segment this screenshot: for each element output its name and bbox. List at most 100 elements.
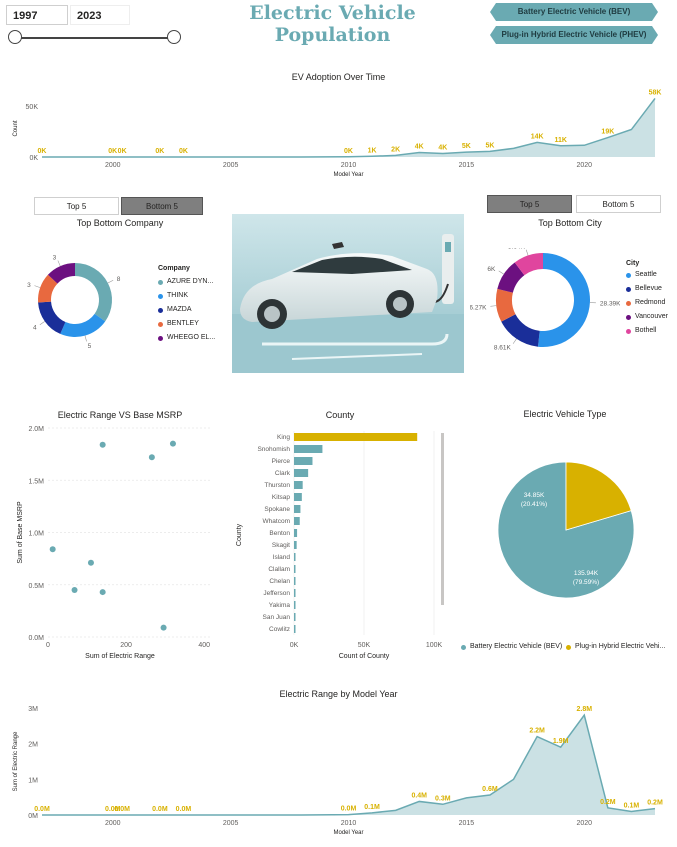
slice-label: 8.61K — [494, 345, 512, 352]
year-slider-start-handle[interactable] — [8, 30, 22, 44]
bev-legend-dot — [461, 644, 466, 650]
legend-label: Redmond — [635, 299, 666, 306]
legend-label: AZURE DYN... — [167, 278, 214, 285]
legend-label: MAZDA — [167, 306, 192, 313]
x-axis-title: Count of County — [339, 653, 390, 660]
company-bottom5-toggle[interactable]: Bottom 5 — [121, 197, 203, 215]
bev-filter-button[interactable]: Battery Electric Vehicle (BEV) — [490, 3, 658, 21]
legend-label: WHEEGO EL... — [167, 334, 216, 341]
county-bar — [294, 517, 300, 525]
scatter-point — [71, 586, 78, 593]
county-bar — [294, 469, 309, 477]
area-fill — [42, 715, 655, 815]
end-year-field[interactable]: 2023 — [70, 5, 130, 25]
year-slider-end-handle[interactable] — [167, 30, 181, 44]
bev-legend-label: Battery Electric Vehicle (BEV) — [470, 643, 563, 650]
legend-item: Vancouver — [626, 312, 668, 322]
category-label: Cowlitz — [269, 626, 290, 633]
legend-label: Vancouver — [635, 313, 668, 320]
donut-slice — [38, 274, 58, 303]
legend-dot — [158, 335, 163, 341]
data-label: 0K — [179, 148, 188, 155]
donut-slice — [75, 263, 112, 322]
year-slider-track[interactable] — [14, 37, 174, 39]
legend-label: THINK — [167, 292, 188, 299]
scatter-point — [99, 589, 106, 596]
scatter-point — [49, 546, 56, 553]
data-label: 1.9M — [553, 738, 569, 745]
city-top5-toggle[interactable]: Top 5 — [487, 195, 572, 213]
data-label: 0.2M — [647, 800, 663, 807]
slice-label: 28.39K — [600, 301, 620, 308]
scatter-point — [169, 440, 176, 447]
category-label: Snohomish — [257, 446, 290, 453]
adoption-chart-title: EV Adoption Over Time — [291, 72, 386, 82]
data-label: 0K — [155, 148, 164, 155]
leader-line — [57, 260, 61, 267]
x-tick-label: 2005 — [223, 820, 239, 827]
category-label: Whatcom — [263, 518, 290, 525]
phev-legend-label: Plug-in Hybrid Electric Vehi... — [575, 643, 666, 650]
y-tick-label: 1.5M — [28, 478, 44, 485]
slice-percent-label: (79.59%) — [573, 579, 599, 586]
bev-button-shape — [490, 3, 658, 21]
leader-line — [525, 249, 529, 256]
legend-dot — [626, 272, 631, 278]
city-bottom5-toggle[interactable]: Bottom 5 — [576, 195, 661, 213]
x-tick-label: 2020 — [576, 162, 592, 169]
slice-percent-label: (20.41%) — [521, 501, 547, 508]
county-bar — [294, 541, 297, 549]
y-tick-label: 0K — [29, 155, 38, 162]
x-tick-label: 50K — [358, 642, 371, 649]
county-chart-title: County — [325, 410, 355, 420]
legend-item: MAZDA — [158, 305, 192, 315]
legend-item: BENTLEY — [158, 319, 199, 329]
legend-item: THINK — [158, 291, 188, 301]
data-label: 2.2M — [529, 728, 545, 735]
y-tick-label: 0.5M — [28, 583, 44, 590]
company-top5-toggle[interactable]: Top 5 — [34, 197, 119, 215]
data-label: 0K — [38, 148, 47, 155]
data-label: 0K — [118, 148, 127, 155]
data-label: 0.0M — [114, 806, 130, 813]
donut-slice — [501, 314, 540, 347]
data-label: 0.4M — [411, 792, 427, 799]
category-label: King — [277, 434, 290, 441]
county-bar — [294, 457, 313, 465]
data-label: 4K — [415, 144, 424, 151]
phev-filter-button[interactable]: Plug-in Hybrid Electric Vehicle (PHEV) — [490, 26, 658, 44]
county-bar-chart: 0K 50K 100K King Snohomish Pierce Clark Thursto… — [236, 431, 444, 660]
phev-button-label: Plug-in Hybrid Electric Vehicle (PHEV) — [501, 30, 647, 39]
data-label: 14K — [531, 133, 544, 140]
y-tick-label: 2.0M — [28, 426, 44, 433]
legend-dot — [158, 321, 163, 327]
x-tick-label: 2015 — [459, 820, 475, 827]
legend-item: WHEEGO EL... — [158, 333, 215, 343]
scatter-chart-title: Electric Range VS Base MSRP — [57, 410, 183, 420]
range-msrp-scatter-chart: 0.0M 0.5M 1.0M 1.5M 2.0M 0 200 400 Sum of Electr… — [17, 426, 212, 660]
scatter-point — [160, 624, 167, 631]
phev-button-shape — [490, 26, 658, 44]
start-year-field[interactable]: 1997 — [6, 5, 68, 25]
county-bar — [294, 433, 418, 441]
y-axis-title: Count — [13, 120, 19, 136]
legend-dot — [158, 307, 163, 313]
x-tick-label: 2010 — [341, 820, 357, 827]
data-label: 0.1M — [364, 804, 380, 811]
county-bar — [294, 577, 296, 585]
range-year-chart-title: Electric Range by Model Year — [279, 689, 398, 699]
x-axis-title: Sum of Electric Range — [85, 653, 155, 660]
slice-label: 5.64K — [508, 248, 526, 250]
scatter-point — [99, 441, 106, 448]
x-tick-label: 100K — [426, 642, 443, 649]
donut-slice — [38, 301, 66, 334]
legend-dot — [158, 293, 163, 299]
county-bar — [294, 589, 296, 597]
data-label: 11K — [554, 137, 566, 144]
county-bar — [294, 601, 296, 609]
data-label: 0.6M — [482, 786, 498, 793]
data-label: 0K — [108, 148, 117, 155]
category-label: Pierce — [272, 458, 291, 465]
y-axis-title: Sum of Base MSRP — [17, 501, 24, 564]
